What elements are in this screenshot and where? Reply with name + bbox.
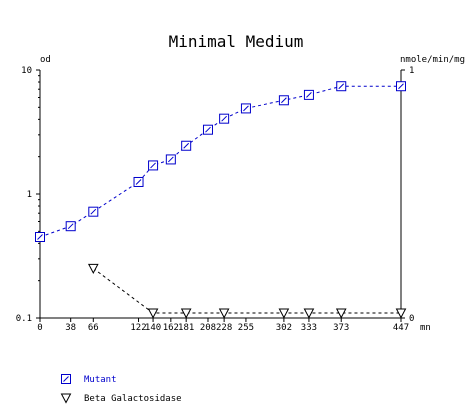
legend-label: Beta Galactosidase bbox=[84, 394, 182, 404]
x-tick-label: 140 bbox=[145, 323, 161, 333]
data-point bbox=[303, 308, 315, 319]
data-point bbox=[87, 263, 99, 274]
data-point bbox=[88, 206, 99, 217]
data-point bbox=[181, 140, 192, 151]
x-tick-label: 66 bbox=[88, 323, 99, 333]
data-point bbox=[278, 95, 289, 106]
y-tick-group: 0.1 1 10 0 1 bbox=[16, 66, 415, 324]
series-line bbox=[93, 267, 401, 314]
data-point bbox=[240, 103, 251, 114]
data-point bbox=[218, 308, 230, 319]
data-point bbox=[396, 81, 406, 92]
data-point bbox=[219, 113, 230, 124]
data-point bbox=[65, 221, 76, 232]
x-tick-label: 0 bbox=[37, 323, 42, 333]
x-tick-label: 373 bbox=[333, 323, 349, 333]
right-axis-label: nmole/min/mg bbox=[400, 55, 465, 65]
data-point bbox=[147, 308, 159, 319]
left-tick-label: 10 bbox=[21, 66, 32, 76]
x-tick-label: 302 bbox=[276, 323, 292, 333]
x-tick-label: 333 bbox=[301, 323, 317, 333]
chart-title: Minimal Medium bbox=[169, 32, 304, 51]
series-line bbox=[39, 85, 401, 238]
x-unit-label: mn bbox=[420, 323, 431, 333]
data-point bbox=[35, 232, 45, 243]
right-tick-label: 1 bbox=[409, 66, 414, 76]
legend-marker bbox=[60, 393, 72, 404]
legend: Mutant Beta Galactosidase bbox=[60, 374, 182, 404]
data-point bbox=[395, 308, 407, 319]
data-point bbox=[180, 308, 192, 319]
legend-marker bbox=[61, 374, 71, 384]
x-tick-label: 208 bbox=[200, 323, 216, 333]
data-point bbox=[278, 308, 290, 319]
x-tick-label: 122 bbox=[130, 323, 146, 333]
data-point bbox=[165, 154, 176, 165]
left-tick-label: 0.1 bbox=[16, 314, 32, 324]
data-point bbox=[303, 89, 314, 100]
data-point bbox=[148, 160, 159, 171]
data-point bbox=[133, 176, 144, 187]
x-tick-label: 162 bbox=[163, 323, 179, 333]
x-tick-label: 255 bbox=[238, 323, 254, 333]
x-tick-label: 181 bbox=[178, 323, 194, 333]
x-tick-label: 38 bbox=[65, 323, 76, 333]
data-point bbox=[335, 308, 347, 319]
series-layer bbox=[35, 81, 407, 319]
legend-label: Mutant bbox=[84, 375, 117, 385]
data-point bbox=[202, 124, 213, 135]
right-tick-label: 0 bbox=[409, 314, 414, 324]
x-tick-label: 447 bbox=[393, 323, 409, 333]
data-point bbox=[336, 81, 347, 92]
left-axis-label: od bbox=[40, 55, 51, 65]
x-tick-label: 228 bbox=[216, 323, 232, 333]
left-tick-label: 1 bbox=[27, 190, 32, 200]
